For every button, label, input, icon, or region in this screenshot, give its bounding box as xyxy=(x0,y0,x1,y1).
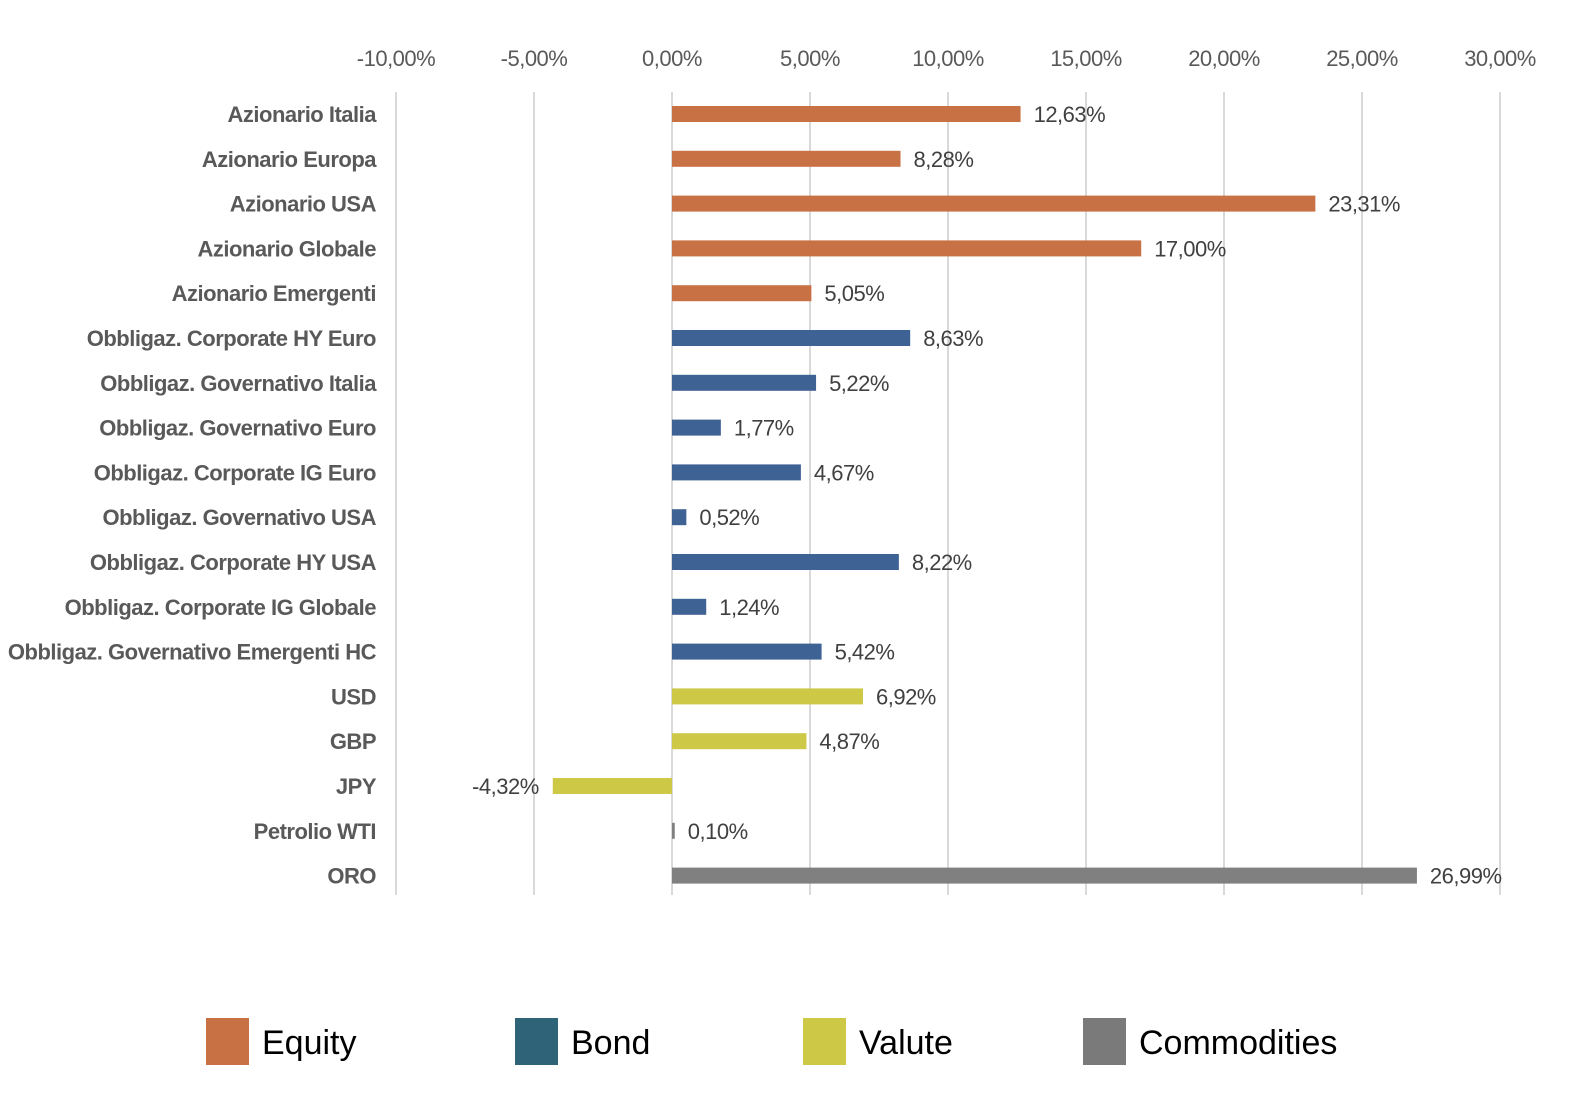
data-label: 8,28% xyxy=(914,147,974,172)
bar xyxy=(672,419,721,436)
category-label: Obbligaz. Corporate HY USA xyxy=(90,550,377,575)
legend-label: Equity xyxy=(262,1024,357,1062)
legend: Equity Bond Valute Commodities xyxy=(206,1018,1337,1065)
gridlines xyxy=(395,92,1501,895)
category-label: Obbligaz. Corporate HY Euro xyxy=(87,326,376,351)
category-label: Azionario Italia xyxy=(228,102,378,127)
bar xyxy=(552,778,672,794)
data-label: 5,42% xyxy=(835,640,895,665)
bar xyxy=(672,150,901,167)
x-tick-label: 15,00% xyxy=(1050,46,1122,71)
category-label: USD xyxy=(331,684,376,709)
bar xyxy=(672,195,1316,212)
x-tick-label: 25,00% xyxy=(1326,46,1398,71)
bar xyxy=(672,867,1417,884)
x-axis-tick-labels: -10,00% -5,00% 0,00% 5,00% 10,00% 15,00% 20,00… xyxy=(357,46,1537,71)
legend-label: Bond xyxy=(571,1024,650,1062)
category-labels: Azionario Italia Azionario Europa Azionari… xyxy=(8,102,378,889)
legend-swatch xyxy=(206,1018,249,1065)
legend-swatch xyxy=(1083,1018,1126,1065)
category-label: Azionario Emergenti xyxy=(172,281,376,306)
data-label: 4,67% xyxy=(814,460,874,485)
x-tick-label: -5,00% xyxy=(501,46,568,71)
category-label: Obbligaz. Governativo USA xyxy=(102,505,376,530)
data-label: 5,22% xyxy=(829,371,889,396)
data-label: 8,63% xyxy=(923,326,983,351)
bar xyxy=(672,285,812,302)
legend-swatch xyxy=(515,1018,558,1065)
bar xyxy=(672,106,1021,122)
x-tick-label: 10,00% xyxy=(912,46,984,71)
x-tick-label: 0,00% xyxy=(642,46,702,71)
data-label: 4,87% xyxy=(819,729,879,754)
category-label: GBP xyxy=(330,729,376,754)
category-label: Azionario Europa xyxy=(202,147,377,172)
data-label: 26,99% xyxy=(1430,864,1502,889)
legend-swatch xyxy=(803,1018,846,1065)
bar xyxy=(672,733,807,750)
bar xyxy=(672,554,899,570)
bar xyxy=(672,598,707,615)
category-label: Azionario USA xyxy=(230,192,377,217)
data-label: 8,22% xyxy=(912,550,972,575)
data-label: -4,32% xyxy=(472,774,539,799)
bar xyxy=(672,374,817,391)
category-label: Petrolio WTI xyxy=(254,819,376,844)
category-label: Obbligaz. Corporate IG Euro xyxy=(94,460,376,485)
data-labels: 12,63% 8,28% 23,31% 17,00% 5,05% 8,63% 5,22% 1,… xyxy=(472,102,1502,889)
data-label: 0,10% xyxy=(688,819,748,844)
category-label: Obbligaz. Governativo Euro xyxy=(99,416,376,441)
bar xyxy=(672,240,1142,257)
legend-label: Commodities xyxy=(1139,1024,1337,1062)
x-tick-label: 20,00% xyxy=(1188,46,1260,71)
bars xyxy=(552,106,1417,884)
category-label: Obbligaz. Governativo Emergenti HC xyxy=(8,640,377,665)
data-label: 12,63% xyxy=(1034,102,1106,127)
bar xyxy=(672,643,822,660)
bar xyxy=(672,464,801,481)
data-label: 0,52% xyxy=(699,505,759,530)
x-tick-label: -10,00% xyxy=(357,46,435,71)
data-label: 6,92% xyxy=(876,684,936,709)
data-label: 17,00% xyxy=(1154,236,1226,261)
data-label: 1,24% xyxy=(719,595,779,620)
category-label: Azionario Globale xyxy=(197,236,376,261)
category-label: Obbligaz. Governativo Italia xyxy=(100,371,377,396)
x-tick-label: 30,00% xyxy=(1464,46,1536,71)
category-label: ORO xyxy=(327,864,376,889)
bar xyxy=(672,509,687,526)
data-label: 1,77% xyxy=(734,416,794,441)
category-label: Obbligaz. Corporate IG Globale xyxy=(65,595,377,620)
bar xyxy=(672,330,911,346)
bar xyxy=(672,822,675,839)
bar xyxy=(672,688,863,705)
data-label: 23,31% xyxy=(1328,192,1400,217)
data-label: 5,05% xyxy=(824,281,884,306)
legend-label: Valute xyxy=(859,1024,953,1062)
x-tick-label: 5,00% xyxy=(780,46,840,71)
category-label: JPY xyxy=(336,774,377,799)
